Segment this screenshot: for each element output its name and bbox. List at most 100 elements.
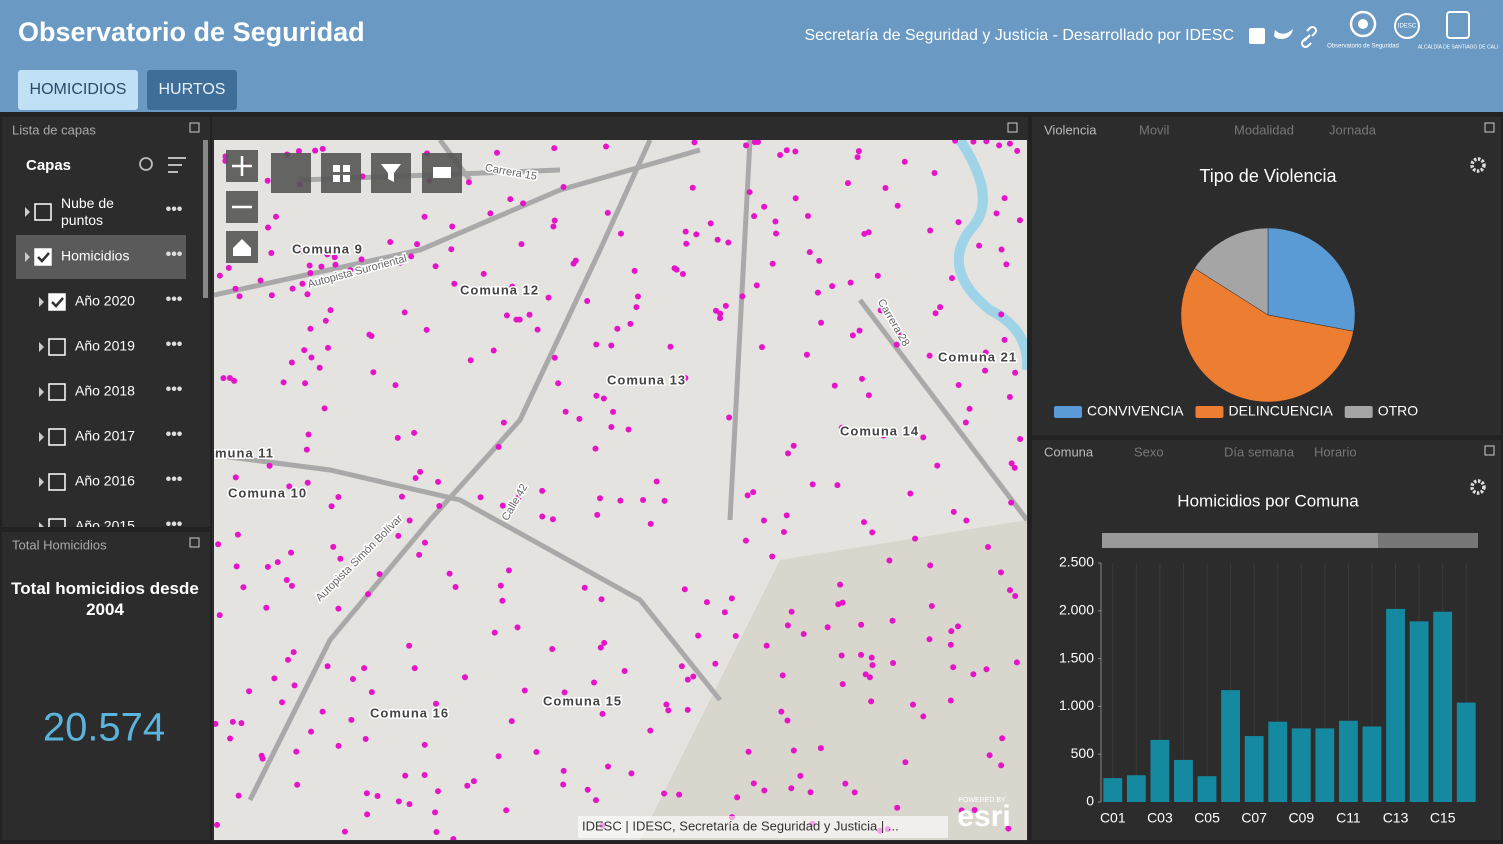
incident-point[interactable] [406, 642, 413, 649]
incident-point[interactable] [392, 382, 399, 389]
incident-point[interactable] [1017, 435, 1024, 442]
incident-point[interactable] [264, 177, 271, 184]
incident-point[interactable] [721, 609, 728, 616]
incident-point[interactable] [603, 143, 610, 150]
incident-point[interactable] [240, 584, 247, 591]
incident-point[interactable] [397, 259, 404, 266]
incident-point[interactable] [625, 426, 632, 433]
incident-point[interactable] [690, 673, 697, 680]
expand-arrow[interactable] [25, 207, 30, 217]
link-icon[interactable] [1300, 25, 1318, 49]
incident-point[interactable] [834, 482, 841, 489]
incident-point[interactable] [307, 269, 314, 276]
incident-point[interactable] [225, 264, 232, 271]
incident-point[interactable] [435, 478, 442, 485]
incident-point[interactable] [817, 745, 824, 752]
incident-point[interactable] [576, 415, 583, 422]
incident-point[interactable] [514, 624, 521, 631]
incident-point[interactable] [551, 145, 558, 152]
incident-point[interactable] [448, 246, 455, 253]
incident-point[interactable] [947, 641, 954, 648]
incident-point[interactable] [934, 462, 941, 469]
incident-point[interactable] [661, 790, 668, 797]
incident-point[interactable] [628, 770, 635, 777]
incident-point[interactable] [927, 227, 934, 234]
incident-point[interactable] [213, 720, 219, 727]
incident-point[interactable] [928, 603, 935, 610]
incident-point[interactable] [229, 718, 236, 725]
incident-point[interactable] [751, 139, 758, 146]
bar[interactable] [1268, 721, 1288, 802]
incident-point[interactable] [487, 210, 494, 217]
incident-point[interactable] [330, 543, 337, 550]
incident-point[interactable] [294, 781, 301, 788]
incident-point[interactable] [800, 630, 807, 637]
incident-point[interactable] [804, 212, 811, 219]
incident-point[interactable] [401, 309, 408, 316]
incident-point[interactable] [291, 682, 298, 689]
incident-point[interactable] [689, 184, 696, 191]
layer-checkbox[interactable] [48, 338, 66, 356]
basemap-button[interactable] [321, 153, 361, 193]
incident-point[interactable] [348, 716, 355, 723]
map[interactable]: Comuna 9 Comuna 12 Comuna 13 Comuna 21 Comun… [213, 138, 1028, 842]
incident-point[interactable] [337, 555, 344, 562]
incident-point[interactable] [515, 494, 522, 501]
expand-arrow[interactable] [25, 252, 30, 262]
incident-point[interactable] [717, 315, 724, 322]
incident-point[interactable] [289, 285, 296, 292]
incident-point[interactable] [593, 341, 600, 348]
incident-point[interactable] [868, 698, 875, 705]
incident-point[interactable] [368, 689, 375, 696]
incident-point[interactable] [364, 811, 371, 818]
incident-point[interactable] [592, 445, 599, 452]
incident-point[interactable] [862, 671, 869, 678]
incident-point[interactable] [869, 529, 876, 536]
incident-point[interactable] [760, 517, 767, 524]
incident-point[interactable] [545, 294, 552, 301]
filter-icon[interactable] [168, 157, 186, 173]
incident-point[interactable] [308, 354, 315, 361]
incident-point[interactable] [769, 553, 776, 560]
incident-point[interactable] [783, 512, 790, 519]
incident-point[interactable] [503, 312, 510, 319]
incident-point[interactable] [818, 319, 825, 326]
incident-point[interactable] [739, 293, 746, 300]
maximize-icon[interactable] [189, 122, 200, 133]
incident-point[interactable] [421, 771, 428, 778]
layer-checkbox[interactable] [48, 473, 66, 491]
incident-point[interactable] [640, 496, 647, 503]
incident-point[interactable] [769, 260, 776, 267]
incident-point[interactable] [324, 344, 331, 351]
bar[interactable] [1221, 690, 1241, 802]
incident-point[interactable] [303, 446, 310, 453]
layer-label[interactable]: Año 2018 [75, 383, 135, 399]
incident-point[interactable] [216, 612, 223, 619]
pie-slice[interactable] [1180, 268, 1354, 403]
incident-point[interactable] [417, 468, 424, 475]
incident-point[interactable] [949, 275, 956, 282]
incident-point[interactable] [534, 326, 541, 333]
incident-point[interactable] [893, 341, 900, 348]
incident-point[interactable] [926, 636, 933, 643]
incident-point[interactable] [533, 749, 540, 756]
incident-point[interactable] [1008, 499, 1015, 506]
layer-label[interactable]: Año 2020 [75, 293, 135, 309]
incident-point[interactable] [494, 149, 501, 156]
layer-menu[interactable]: ••• [166, 201, 183, 218]
bar[interactable] [1362, 726, 1382, 802]
incident-point[interactable] [673, 266, 680, 273]
incident-point[interactable] [436, 503, 443, 510]
incident-point[interactable] [1014, 147, 1021, 154]
incident-point[interactable] [976, 242, 983, 249]
incident-point[interactable] [683, 240, 690, 247]
incident-point[interactable] [462, 674, 469, 681]
layer-list-button[interactable] [271, 153, 311, 193]
incident-point[interactable] [605, 763, 612, 770]
incident-point[interactable] [790, 747, 797, 754]
incident-point[interactable] [868, 654, 875, 661]
incident-point[interactable] [1016, 217, 1023, 224]
incident-point[interactable] [592, 797, 599, 804]
incident-point[interactable] [761, 787, 768, 794]
incident-point[interactable] [295, 148, 302, 155]
